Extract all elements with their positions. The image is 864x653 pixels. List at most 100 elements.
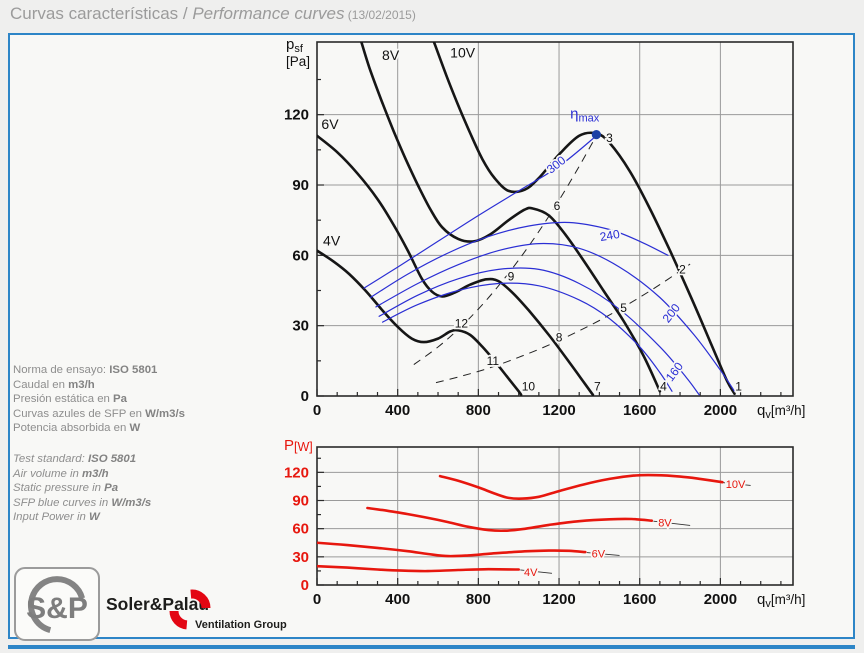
y-axis-label: psf bbox=[286, 36, 304, 55]
system-curve-A bbox=[413, 135, 597, 365]
chart-label-240: 240 bbox=[599, 227, 621, 244]
svg-text:120: 120 bbox=[284, 464, 309, 481]
sp-logo-bottom-arc-icon bbox=[28, 595, 52, 633]
gridlines bbox=[317, 447, 793, 585]
series bbox=[317, 473, 724, 573]
svg-text:1600: 1600 bbox=[623, 402, 656, 419]
svg-text:30: 30 bbox=[292, 549, 309, 566]
note-line: Presión estática en Pa bbox=[13, 393, 127, 406]
svg-text:1600: 1600 bbox=[623, 591, 656, 608]
performance-chart: 0 400 800 1200 1600 2000 0 30 60 90 120 4V 6V 8V 10V 1 2… bbox=[278, 32, 834, 437]
sp-logo-text: S&P bbox=[26, 592, 88, 625]
notes-spanish: Norma de ensayo: ISO 5801 Caudal en m3/h P… bbox=[13, 363, 185, 436]
series-SFP-300 bbox=[363, 135, 597, 289]
series-8V bbox=[360, 42, 662, 393]
note-line: Potencia absorbida en W bbox=[13, 422, 141, 435]
series-8V bbox=[366, 506, 654, 533]
chart-label-6V: 6V bbox=[592, 549, 606, 561]
svg-text:30: 30 bbox=[292, 318, 309, 335]
note-line: Static pressure in Pa bbox=[13, 482, 119, 495]
series bbox=[317, 42, 736, 396]
title-es: Curvas características bbox=[10, 4, 179, 23]
eta-max-label: ηmax bbox=[570, 106, 600, 125]
brand-swirl-top-icon bbox=[190, 589, 211, 609]
chart-label-10V: 10V bbox=[726, 479, 746, 491]
chart-label-9: 9 bbox=[508, 269, 515, 283]
series-SFP-160 bbox=[378, 267, 700, 396]
sp-logo-top-arc-icon bbox=[29, 576, 85, 600]
series-SFP-200 bbox=[375, 242, 736, 392]
brand-name: Soler&Palau bbox=[106, 594, 209, 614]
series-4V bbox=[317, 564, 520, 573]
system-curves bbox=[413, 135, 691, 384]
brand-group: Ventilation Group bbox=[195, 619, 287, 631]
power-chart: 0 400 800 1200 1600 2000 0 30 60 90 120 4V 6V 8V 10V qv… bbox=[278, 432, 834, 637]
tick-labels: 0 400 800 1200 1600 2000 0 30 60 90 120 bbox=[284, 464, 737, 608]
svg-text:1200: 1200 bbox=[542, 402, 575, 419]
chart-label-8V: 8V bbox=[382, 47, 400, 63]
chart-label-11: 11 bbox=[487, 354, 500, 368]
svg-text:400: 400 bbox=[385, 591, 410, 608]
svg-text:0: 0 bbox=[301, 388, 309, 405]
note-line: Caudal en m3/h bbox=[13, 378, 95, 391]
chart-label-10V: 10V bbox=[450, 45, 476, 61]
brand-swirl-bottom-icon bbox=[169, 610, 188, 630]
title-separator: / bbox=[178, 4, 193, 23]
svg-text:90: 90 bbox=[292, 177, 309, 194]
chart-label-300: 300 bbox=[544, 153, 569, 177]
chart-label-8: 8 bbox=[556, 330, 563, 344]
axis-ticks bbox=[316, 78, 782, 397]
svg-text:800: 800 bbox=[466, 591, 491, 608]
x-axis-label: qv[m³/h] bbox=[757, 402, 805, 421]
svg-text:0: 0 bbox=[301, 577, 309, 594]
title-date: (13/02/2015) bbox=[344, 8, 416, 22]
series-SFP-240 bbox=[369, 221, 669, 299]
chart-label-4V: 4V bbox=[323, 232, 341, 248]
plot-border bbox=[316, 41, 794, 397]
note-line: Test standard: ISO 5801 bbox=[13, 453, 137, 465]
series-6V bbox=[317, 541, 587, 558]
x-axis-label: qv[m³/h] bbox=[757, 591, 805, 610]
chart-label-1: 1 bbox=[735, 380, 742, 394]
svg-text:800: 800 bbox=[466, 402, 491, 419]
series-SFP-low bbox=[381, 282, 673, 392]
svg-text:400: 400 bbox=[385, 402, 410, 419]
series-6V bbox=[317, 134, 595, 396]
sp-logo: S&P bbox=[14, 567, 100, 641]
power-chart-svg: 0 400 800 1200 1600 2000 0 30 60 90 120 4V 6V 8V 10V qv… bbox=[284, 437, 805, 610]
axis-ticks bbox=[316, 457, 782, 586]
chart-label-4V: 4V bbox=[524, 567, 538, 579]
brand-logo: Soler&Palau Ventilation Group bbox=[106, 589, 287, 631]
chart-label-5: 5 bbox=[620, 301, 627, 315]
chart-label-7: 7 bbox=[594, 380, 601, 394]
svg-text:60: 60 bbox=[292, 521, 309, 538]
eta-max-point bbox=[591, 130, 601, 140]
chart-frame bbox=[8, 33, 855, 639]
svg-text:2000: 2000 bbox=[704, 591, 737, 608]
tick-labels: 0 400 800 1200 1600 2000 0 30 60 90 120 bbox=[284, 107, 737, 419]
page-title: Curvas características / Performance cur… bbox=[10, 4, 416, 24]
svg-text:2000: 2000 bbox=[704, 402, 737, 419]
chart-label-10: 10 bbox=[522, 380, 536, 394]
bottom-rule bbox=[8, 645, 855, 649]
series-4V bbox=[317, 249, 523, 396]
chart-label-8V: 8V bbox=[658, 518, 672, 530]
plot-border bbox=[316, 446, 794, 586]
note-line: SFP blue curves in W/m3/s bbox=[13, 496, 152, 509]
chart-label-6: 6 bbox=[554, 199, 561, 213]
series-10V bbox=[438, 473, 724, 500]
title-en: Performance curves bbox=[192, 4, 345, 23]
note-line: Norma de ensayo: ISO 5801 bbox=[13, 364, 158, 376]
y-axis-unit: [Pa] bbox=[286, 54, 310, 69]
svg-text:0: 0 bbox=[313, 591, 321, 608]
y-axis-label: P[W] bbox=[284, 437, 313, 454]
chart-label-12: 12 bbox=[455, 316, 469, 330]
svg-text:90: 90 bbox=[292, 493, 309, 510]
system-curve-B bbox=[435, 263, 691, 384]
chart-label-200: 200 bbox=[660, 301, 684, 326]
note-line: Curvas azules de SFP en W/m3/s bbox=[13, 407, 186, 420]
svg-text:0: 0 bbox=[313, 402, 321, 419]
